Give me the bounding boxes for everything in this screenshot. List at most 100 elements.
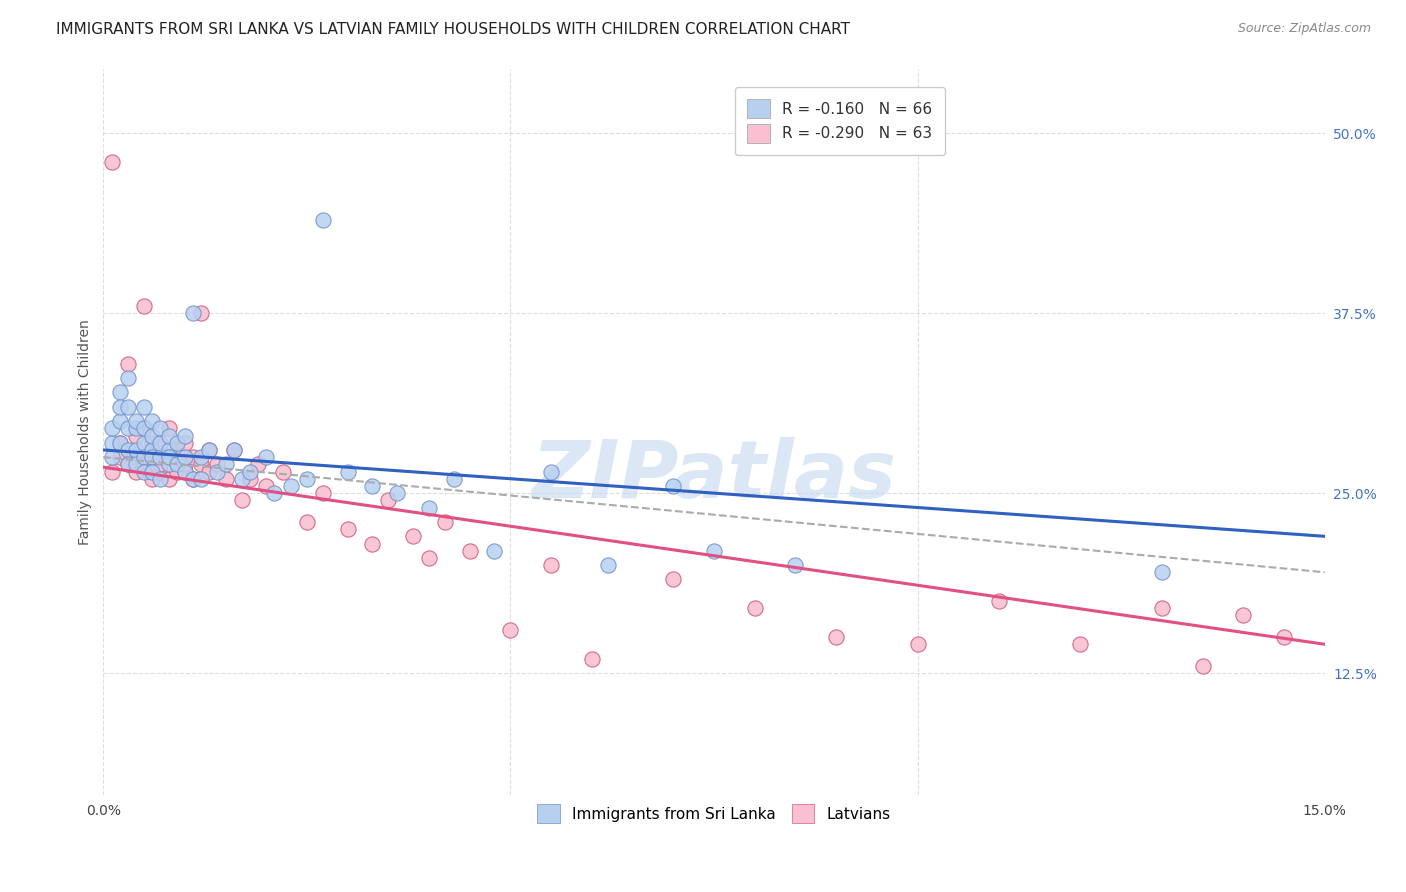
Point [239,465,262,479]
Point [132,465,155,479]
Point [141,414,163,428]
Point [157,421,180,435]
Point [100,435,122,450]
Point [181,306,204,320]
Point [402,529,425,543]
Point [166,458,188,472]
Point [149,465,172,479]
Point [157,442,180,457]
Point [149,435,172,450]
Point [1150,566,1173,580]
Point [173,458,195,472]
Point [125,421,148,435]
Legend: Immigrants from Sri Lanka, Latvians: Immigrants from Sri Lanka, Latvians [524,792,903,835]
Point [108,435,131,450]
Point [190,472,212,486]
Point [312,486,335,500]
Point [312,212,335,227]
Point [108,414,131,428]
Text: IMMIGRANTS FROM SRI LANKA VS LATVIAN FAMILY HOUSEHOLDS WITH CHILDREN CORRELATION: IMMIGRANTS FROM SRI LANKA VS LATVIAN FAM… [56,22,851,37]
Point [254,450,277,464]
Point [141,435,163,450]
Point [385,486,408,500]
Point [263,486,285,500]
Point [207,465,229,479]
Point [157,472,180,486]
Point [141,450,163,464]
Point [108,435,131,450]
Point [149,458,172,472]
Point [239,472,262,486]
Point [231,472,253,486]
Point [100,450,122,464]
Point [198,465,221,479]
Point [141,450,163,464]
Point [125,428,148,442]
Point [125,465,148,479]
Point [157,450,180,464]
Point [132,400,155,414]
Point [190,306,212,320]
Point [141,465,163,479]
Point [173,450,195,464]
Point [141,442,163,457]
Point [125,458,148,472]
Point [117,400,139,414]
Point [662,573,685,587]
Point [540,558,562,573]
Point [190,458,212,472]
Point [988,594,1011,608]
Point [166,442,188,457]
Point [214,458,236,472]
Point [181,472,204,486]
Point [214,472,236,486]
Point [1191,658,1213,673]
Point [198,442,221,457]
Point [231,493,253,508]
Point [181,450,204,464]
Point [361,536,384,550]
Point [108,385,131,400]
Point [434,515,457,529]
Point [499,623,522,637]
Point [907,637,929,651]
Point [785,558,807,573]
Point [117,442,139,457]
Point [117,357,139,371]
Point [117,458,139,472]
Point [132,450,155,464]
Point [418,550,440,565]
Point [157,458,180,472]
Point [336,522,359,536]
Point [125,414,148,428]
Y-axis label: Family Households with Children: Family Households with Children [79,319,93,545]
Point [1150,601,1173,615]
Point [149,450,172,464]
Point [100,465,122,479]
Point [108,400,131,414]
Point [598,558,620,573]
Point [198,442,221,457]
Point [132,435,155,450]
Point [149,435,172,450]
Point [280,479,302,493]
Point [132,299,155,313]
Point [458,543,481,558]
Point [149,421,172,435]
Point [1232,608,1254,623]
Point [141,472,163,486]
Point [744,601,766,615]
Point [361,479,384,493]
Point [141,428,163,442]
Point [222,442,245,457]
Point [125,442,148,457]
Point [254,479,277,493]
Point [443,472,465,486]
Point [703,543,725,558]
Point [108,450,131,464]
Point [117,371,139,385]
Point [173,428,195,442]
Point [149,472,172,486]
Point [336,465,359,479]
Point [157,428,180,442]
